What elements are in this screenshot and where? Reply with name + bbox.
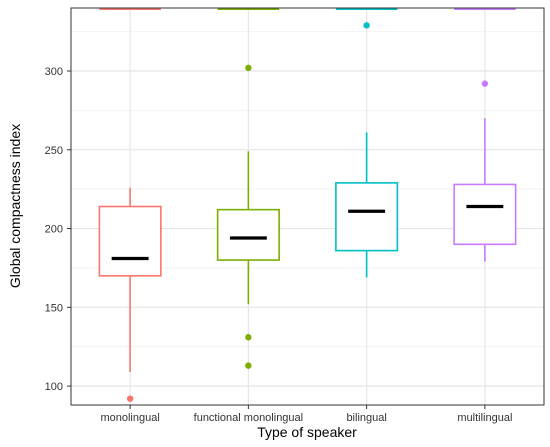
x-axis-ticks: monolingual functional monolingual bilingu… [100, 405, 512, 424]
x-tick-label: functional monolingual [194, 412, 303, 424]
box-series [98, 8, 517, 402]
box-group-monolingual [98, 8, 162, 402]
box-group-multilingual [453, 8, 517, 262]
box-iqr [335, 182, 399, 252]
outlier-point [245, 334, 252, 341]
box-iqr [216, 208, 280, 261]
box-iqr [98, 205, 162, 277]
x-axis-title: Type of speaker [257, 424, 357, 440]
box-group-functional-monolingual [216, 8, 280, 369]
box-group-bilingual [335, 8, 399, 278]
y-tick-label: 100 [45, 381, 63, 393]
panel-border [70, 7, 545, 406]
y-axis-ticks: 100 150 200 250 300 [45, 66, 71, 393]
outlier-point [245, 64, 252, 72]
y-tick-label: 300 [45, 66, 63, 78]
outlier-point [481, 80, 489, 87]
x-tick-label: multilingual [457, 412, 512, 424]
y-tick-label: 250 [45, 145, 63, 157]
outlier-point [126, 395, 134, 402]
y-axis-title: Global compactness index [7, 124, 23, 288]
box-iqr [453, 183, 517, 246]
y-tick-label: 150 [45, 302, 63, 314]
outlier-point [363, 22, 370, 29]
outlier-point [245, 362, 252, 369]
x-tick-label: bilingual [346, 412, 386, 424]
x-tick-label: monolingual [100, 412, 159, 424]
y-tick-label: 200 [45, 224, 63, 236]
